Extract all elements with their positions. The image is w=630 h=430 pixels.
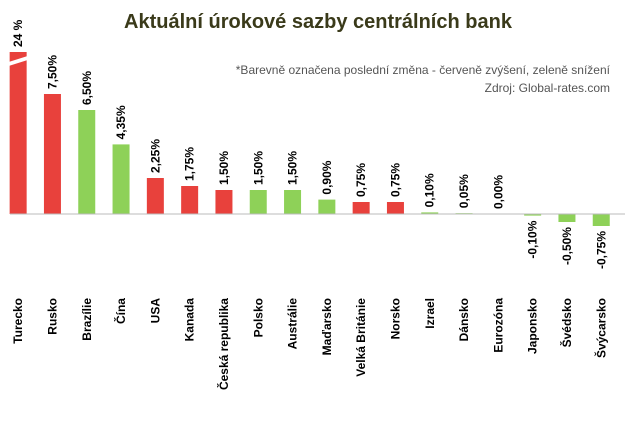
bar <box>9 52 27 214</box>
x-tick-label: Japonsko <box>526 298 540 354</box>
bar <box>352 202 370 214</box>
value-label: 24 % <box>11 19 25 47</box>
bar <box>284 190 302 214</box>
value-label: 1,50% <box>251 151 265 185</box>
bar <box>524 214 542 216</box>
bar <box>181 186 199 214</box>
value-label: 6,50% <box>80 71 94 105</box>
value-label: 0,00% <box>491 175 505 209</box>
chart-title: Aktuální úrokové sazby centrálních bank <box>124 11 513 33</box>
bar <box>421 212 439 214</box>
bar <box>249 190 267 214</box>
bar <box>558 214 576 222</box>
x-tick-label: Čína <box>113 298 128 324</box>
bar <box>43 94 61 214</box>
value-label: -0,75% <box>594 231 608 269</box>
x-tick-label: Rusko <box>45 298 59 335</box>
bar <box>215 190 233 214</box>
value-label: 1,75% <box>183 147 197 181</box>
note: *Barevně označena poslední změna - červe… <box>236 63 611 77</box>
x-tick-label: Česká republika <box>216 298 231 390</box>
bar <box>386 202 404 214</box>
x-tick-label: Austrálie <box>286 298 300 350</box>
x-tick-label: Maďarsko <box>320 298 334 355</box>
x-tick-label: USA <box>148 298 162 324</box>
value-label: 0,10% <box>423 173 437 207</box>
value-label: 1,50% <box>217 151 231 185</box>
value-label: 0,75% <box>388 163 402 197</box>
x-tick-label: Polsko <box>251 298 265 337</box>
x-tick-label: Švýcarsko <box>593 298 608 358</box>
value-label: 0,75% <box>354 163 368 197</box>
value-label: -0,10% <box>526 220 540 258</box>
value-label: 2,25% <box>148 139 162 173</box>
x-tick-label: Kanada <box>183 298 197 342</box>
value-label: 0,05% <box>457 174 471 208</box>
bar <box>78 110 96 214</box>
x-tick-label: Dánsko <box>457 298 471 341</box>
bar <box>318 199 336 214</box>
value-label: 1,50% <box>286 151 300 185</box>
axis-break <box>8 56 28 66</box>
x-tick-label: Norsko <box>388 298 402 339</box>
x-tick-label: Velká Británie <box>354 298 368 377</box>
x-tick-label: Izrael <box>423 298 437 329</box>
bar <box>592 214 610 226</box>
bar <box>146 178 164 214</box>
x-tick-label: Eurozóna <box>491 298 505 353</box>
source: Zdroj: Global-rates.com <box>485 81 610 95</box>
value-label: -0,50% <box>560 227 574 265</box>
x-tick-label: Brazílie <box>80 298 94 341</box>
value-label: 7,50% <box>45 55 59 89</box>
x-tick-label: Švédsko <box>559 298 574 347</box>
value-label: 4,35% <box>114 105 128 139</box>
value-label: 0,90% <box>320 160 334 194</box>
x-tick-label: Turecko <box>11 298 25 344</box>
bar <box>112 144 130 214</box>
